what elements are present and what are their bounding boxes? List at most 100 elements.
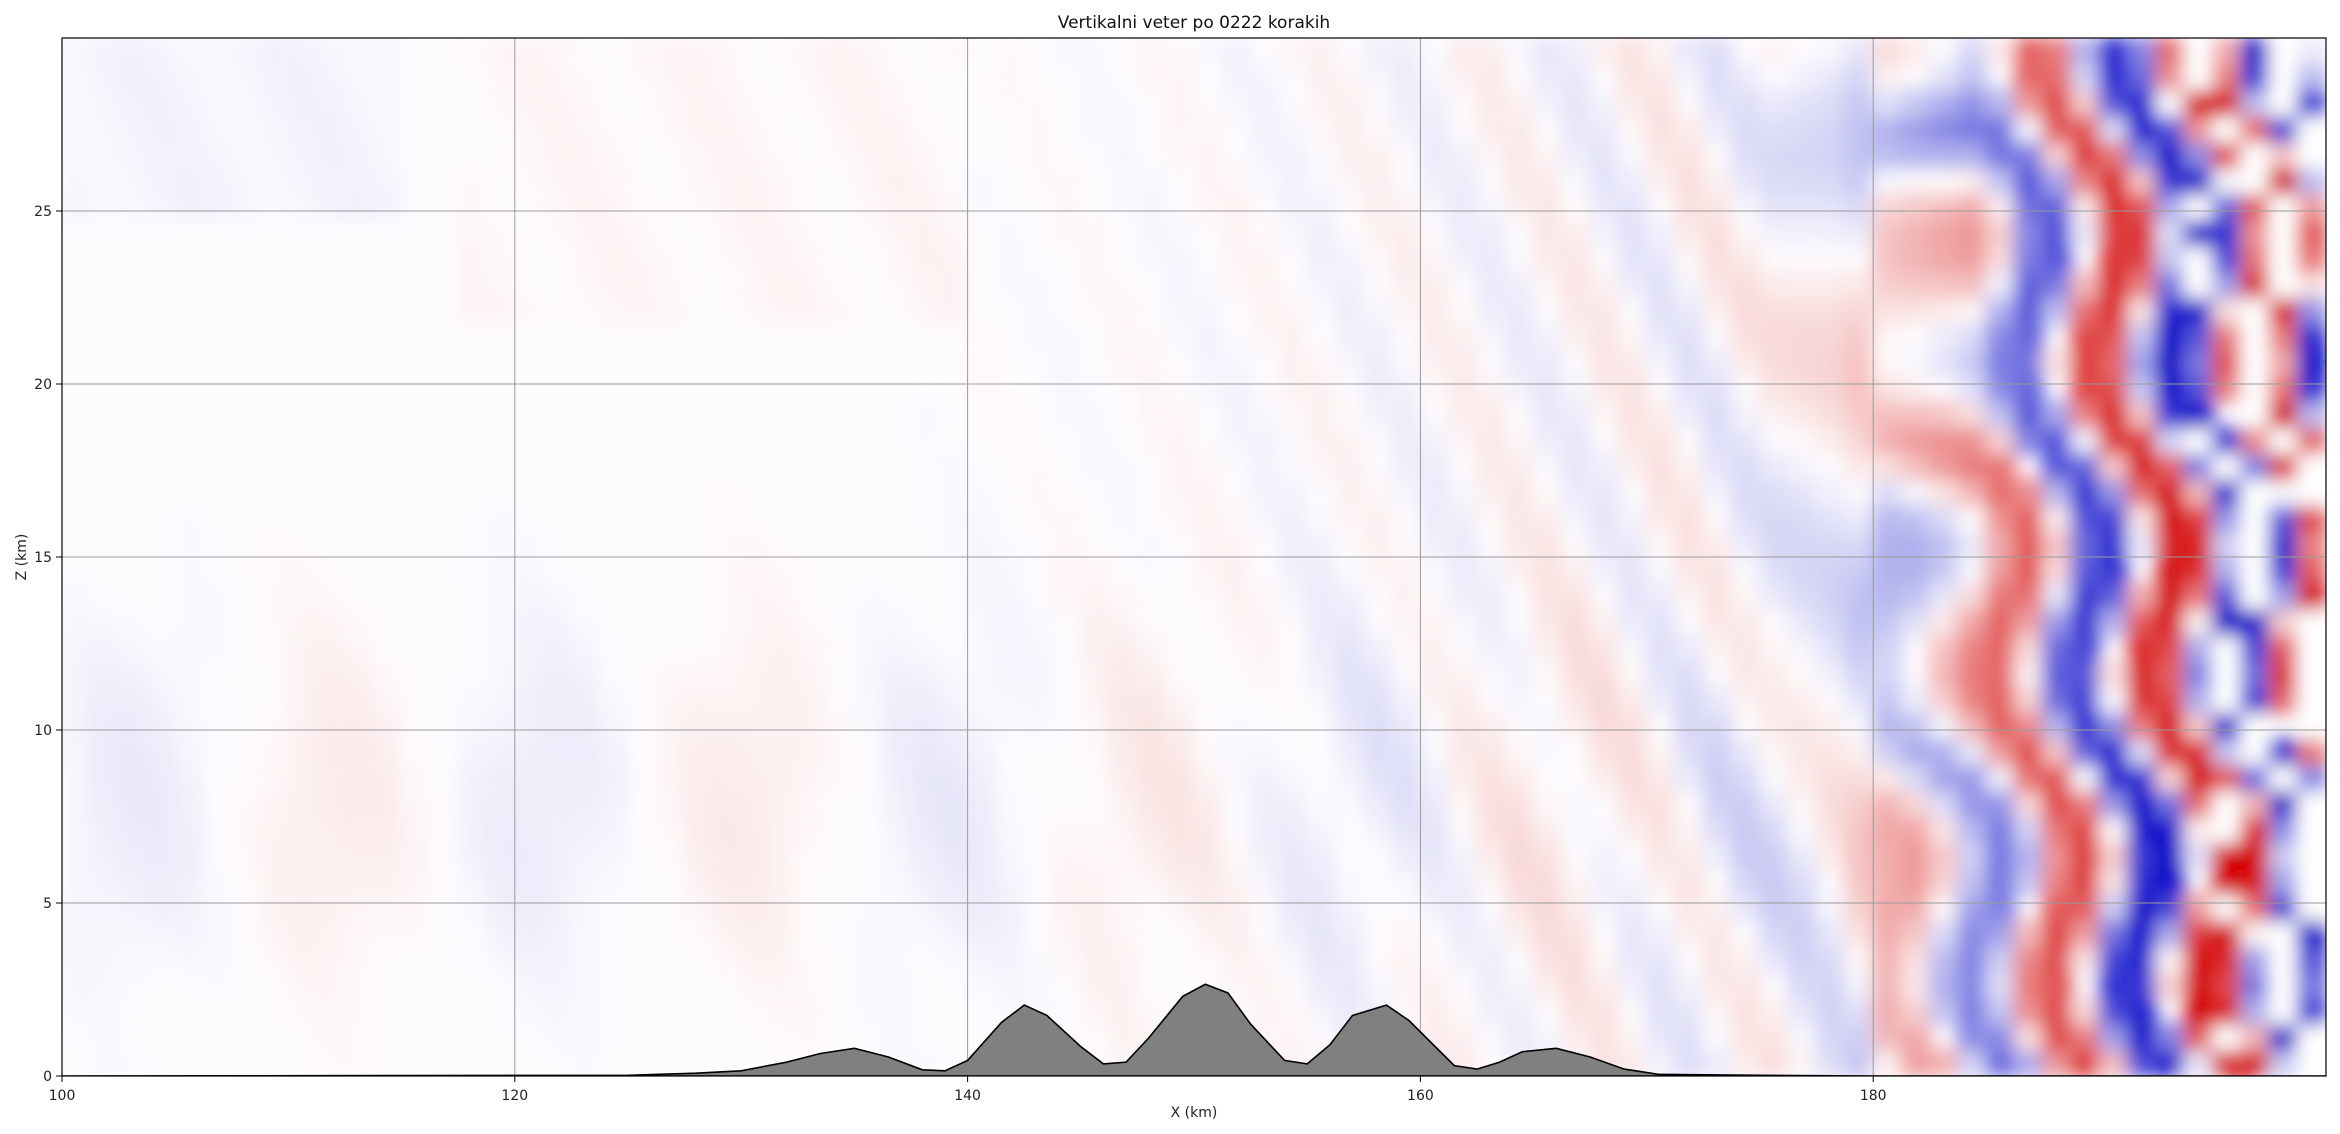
field-cell <box>1702 452 1733 481</box>
field-cell <box>2183 218 2214 247</box>
field-cell <box>1900 88 1931 117</box>
field-cell <box>2098 945 2129 974</box>
field-cell <box>1391 62 1422 91</box>
field-cell <box>1391 270 1422 299</box>
field-cell <box>1787 218 1818 247</box>
field-cell <box>768 867 799 896</box>
field-cell <box>881 270 912 299</box>
field-cell <box>994 893 1026 922</box>
field-cell <box>1193 192 1224 221</box>
field-cell <box>1079 737 1111 766</box>
field-cell <box>1108 789 1139 818</box>
field-cell <box>2098 685 2129 714</box>
field-cell <box>1504 192 1535 221</box>
field-cell <box>542 685 573 714</box>
field-cell <box>1560 504 1592 533</box>
field-cell <box>1815 841 1846 870</box>
field-cell <box>627 296 658 325</box>
field-cell <box>1787 867 1818 896</box>
field-cell <box>938 244 969 273</box>
field-cell <box>2240 166 2271 195</box>
field-cell <box>2098 841 2129 870</box>
field-cell <box>2013 296 2044 325</box>
field-cell <box>89 789 120 818</box>
field-cell <box>1985 270 2016 299</box>
field-cell <box>966 556 997 584</box>
field-cell <box>1985 789 2016 818</box>
field-cell <box>796 38 828 65</box>
field-cell <box>683 711 714 740</box>
field-cell <box>2126 218 2158 247</box>
field-cell <box>1391 945 1422 974</box>
field-cell <box>1815 140 1846 169</box>
field-cell <box>1504 38 1535 65</box>
field-cell <box>1815 763 1846 792</box>
field-cell <box>2183 919 2214 948</box>
field-cell <box>1079 88 1111 117</box>
field-cell <box>994 841 1026 870</box>
field-cell <box>1560 607 1592 636</box>
field-cell <box>1193 919 1224 948</box>
field-cell <box>2070 919 2101 948</box>
field-cell <box>1900 530 1931 558</box>
field-cell <box>1674 737 1705 766</box>
field-cell <box>1928 62 1960 91</box>
field-cell <box>938 841 969 870</box>
field-cell <box>2126 1023 2158 1052</box>
field-cell <box>1447 296 1478 325</box>
field-cell <box>1928 114 1960 143</box>
field-cell <box>372 815 403 844</box>
field-cell <box>683 140 714 169</box>
field-cell <box>711 893 743 922</box>
field-cell <box>259 88 290 117</box>
field-cell <box>1079 114 1111 143</box>
field-cell <box>1391 815 1422 844</box>
field-cell <box>2268 737 2299 766</box>
field-cell <box>344 815 375 844</box>
field-cell <box>1051 867 1082 896</box>
field-cell <box>1900 789 1931 818</box>
field-cell <box>145 841 177 870</box>
field-cell <box>2042 426 2073 455</box>
field-cell <box>1532 945 1563 974</box>
field-cell <box>1391 218 1422 247</box>
field-cell <box>2268 374 2299 403</box>
field-cell <box>1164 452 1195 481</box>
field-cell <box>2013 971 2044 1000</box>
field-cell <box>1532 1023 1563 1052</box>
field-cell <box>2211 374 2243 403</box>
field-cell <box>1815 478 1846 507</box>
field-cell <box>1249 945 1280 974</box>
field-cell <box>2070 789 2101 818</box>
field-cell <box>1957 322 1988 351</box>
field-cell <box>1447 919 1478 948</box>
field-cell <box>570 114 601 143</box>
field-cell <box>457 789 488 818</box>
field-cell <box>1589 270 1620 299</box>
field-cell <box>2211 945 2243 974</box>
field-cell <box>2098 1023 2129 1052</box>
field-cell <box>2042 556 2073 584</box>
field-cell <box>62 737 92 766</box>
field-cell <box>174 192 205 221</box>
field-cell <box>2268 348 2299 377</box>
field-cell <box>2296 1023 2326 1052</box>
field-cell <box>1617 62 1648 91</box>
field-cell <box>2098 322 2129 351</box>
field-cell <box>1362 114 1394 143</box>
field-cell <box>2013 166 2044 195</box>
field-cell <box>1193 737 1224 766</box>
field-cell <box>1843 140 1875 169</box>
field-cell <box>1476 452 1507 481</box>
field-cell <box>1164 685 1195 714</box>
field-cell <box>2240 348 2271 377</box>
field-cell <box>117 971 148 1000</box>
field-cell <box>1645 504 1677 533</box>
field-cell <box>1645 88 1677 117</box>
field-cell <box>2126 426 2158 455</box>
field-cell <box>513 893 545 922</box>
field-cell <box>740 841 771 870</box>
field-cell <box>2211 504 2243 533</box>
field-cell <box>2183 400 2214 429</box>
field-cell <box>1277 581 1309 610</box>
